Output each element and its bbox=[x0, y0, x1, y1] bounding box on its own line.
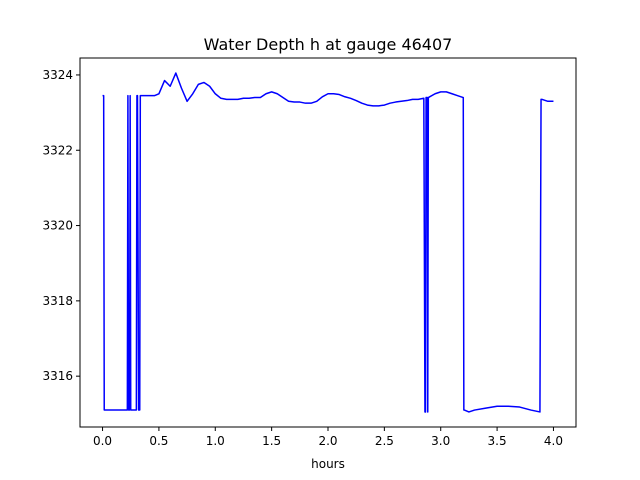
y-axis-ticks: 3316 3318 3320 3322 3324 bbox=[42, 68, 80, 383]
x-tick-label: 3.0 bbox=[431, 434, 450, 448]
x-tick-label: 0.5 bbox=[149, 434, 168, 448]
x-tick-label: 4.0 bbox=[544, 434, 563, 448]
x-tick-label: 3.5 bbox=[488, 434, 507, 448]
x-tick-label: 2.5 bbox=[375, 434, 394, 448]
x-tick-label: 1.5 bbox=[262, 434, 281, 448]
series-line bbox=[102, 72, 554, 413]
y-tick-label: 3318 bbox=[42, 294, 73, 308]
x-tick-label: 1.0 bbox=[206, 434, 225, 448]
y-tick-label: 3322 bbox=[42, 143, 73, 157]
x-axis-label: hours bbox=[311, 457, 345, 471]
y-tick-label: 3324 bbox=[42, 68, 73, 82]
chart-title: Water Depth h at gauge 46407 bbox=[204, 35, 453, 54]
y-tick-label: 3320 bbox=[42, 219, 73, 233]
axes-frame bbox=[79, 57, 577, 428]
plot-area bbox=[102, 72, 554, 413]
x-tick-label: 0.0 bbox=[93, 434, 112, 448]
x-axis-ticks: 0.0 0.5 1.0 1.5 2.0 2.5 3.0 3.5 4.0 bbox=[93, 427, 563, 448]
y-tick-label: 3316 bbox=[42, 369, 73, 383]
x-tick-label: 2.0 bbox=[318, 434, 337, 448]
